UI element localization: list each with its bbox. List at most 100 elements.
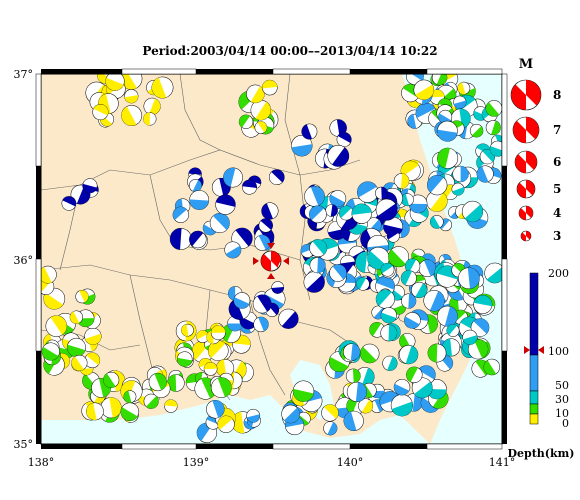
earthquake-marker	[189, 190, 210, 210]
earthquake-marker	[446, 324, 460, 337]
depth-band-100-200	[529, 272, 539, 356]
magnitude-legend-ball	[520, 230, 532, 242]
magnitude-legend-ball	[512, 116, 540, 144]
earthquake-marker	[338, 205, 354, 221]
earthquake-marker	[203, 362, 218, 376]
magnitude-legend-ball	[510, 79, 542, 111]
depth-marker-icon	[524, 346, 544, 354]
earthquake-marker	[82, 178, 98, 194]
earthquake-marker	[356, 277, 370, 291]
earthquake-marker	[336, 132, 352, 147]
earthquake-marker	[408, 194, 428, 214]
earthquake-marker	[262, 79, 278, 96]
earthquake-marker	[281, 404, 300, 424]
earthquake-marker	[329, 190, 347, 207]
earthquake-marker	[325, 204, 338, 217]
earthquake-marker	[430, 215, 444, 229]
earthquake-marker	[271, 281, 285, 294]
earthquake-marker	[423, 290, 445, 312]
earthquake-marker	[418, 259, 437, 278]
earthquake-marker	[69, 310, 84, 324]
earthquake-marker	[189, 230, 207, 249]
earthquake-marker	[233, 292, 251, 309]
lat-tick-labels: 37° 36° 35°	[14, 68, 34, 451]
earthquake-marker	[269, 169, 285, 185]
earthquake-marker	[473, 295, 493, 314]
depth-tick-label: 100	[548, 345, 569, 358]
earthquake-marker	[476, 165, 494, 183]
earthquake-marker	[252, 294, 272, 314]
earthquake-marker	[404, 312, 421, 329]
map-frame	[35, 68, 508, 450]
lon-tick-label: 141°	[489, 456, 516, 469]
depth-tick-label: 200	[548, 267, 569, 280]
earthquake-marker	[224, 241, 242, 259]
earthquake-marker	[393, 378, 411, 396]
earthquake-marker	[292, 380, 315, 402]
earthquake-marker	[143, 393, 159, 409]
earthquake-marker	[329, 264, 347, 282]
earthquake-marker	[208, 340, 229, 362]
earthquake-marker	[309, 205, 327, 224]
earthquake-marker	[470, 318, 490, 337]
earthquake-marker	[343, 343, 361, 361]
depth-tick-label: 0	[562, 417, 569, 430]
earthquake-marker	[411, 377, 433, 399]
earthquake-marker	[390, 394, 413, 417]
earthquake-marker	[393, 173, 410, 189]
lon-tick-label: 140°	[337, 456, 364, 469]
depth-legend-label: Depth(km)	[508, 447, 575, 460]
lon-tick-label: 139°	[183, 456, 210, 469]
earthquake-marker	[303, 271, 325, 293]
main-event-marker	[253, 243, 289, 279]
earthquake-marker	[84, 352, 101, 369]
depth-tick-label: 10	[555, 407, 569, 420]
magnitude-legend-label: 6	[553, 155, 561, 169]
earthquake-marker	[216, 359, 235, 378]
earthquake-marker	[401, 293, 417, 309]
earthquake-marker	[84, 327, 102, 345]
earthquake-marker	[453, 95, 467, 109]
map-title: Period:2003/04/14 00:00––2013/04/14 10:2…	[142, 44, 438, 58]
earthquake-marker	[238, 114, 254, 129]
earthquake-marker	[124, 89, 139, 104]
earthquake-marker	[427, 174, 448, 196]
earthquake-marker	[254, 121, 268, 134]
earthquake-marker	[357, 181, 379, 203]
earthquake-marker	[86, 402, 104, 421]
lat-tick-label: 37°	[14, 68, 34, 81]
earthquake-marker	[143, 112, 157, 126]
earthquake-markers	[41, 74, 502, 443]
earthquake-marker	[75, 289, 89, 304]
earthquake-marker	[437, 120, 458, 142]
earthquake-marker	[45, 315, 68, 337]
magnitude-legend-label: 7	[553, 123, 561, 137]
earthquake-marker	[407, 113, 423, 129]
lon-tick-label: 138°	[28, 456, 55, 469]
earthquake-marker	[215, 194, 236, 215]
earthquake-marker	[261, 202, 279, 220]
earthquake-marker	[343, 410, 364, 431]
earthquake-marker	[457, 81, 471, 95]
earthquake-marker	[375, 289, 395, 309]
earthquake-marker	[258, 218, 273, 233]
earthquake-marker	[172, 206, 189, 223]
depth-tick-label: 30	[555, 393, 569, 406]
earthquake-marker	[92, 104, 109, 121]
earthquake-marker	[462, 329, 478, 345]
depth-tick-label: 50	[555, 379, 569, 392]
magnitude-legend-label: 4	[553, 206, 561, 220]
earthquake-marker	[406, 366, 423, 383]
earthquake-marker	[386, 229, 400, 243]
earthquake-marker	[367, 247, 390, 270]
earthquake-marker	[483, 358, 501, 376]
depth-band-10-30	[529, 403, 539, 415]
earthquake-marker	[105, 74, 125, 91]
earthquake-marker	[71, 354, 88, 371]
depth-legend: 200 100 50 30 10 0 Depth(km)	[508, 267, 575, 460]
earthquake-marker	[346, 381, 367, 402]
earthquake-marker	[467, 339, 489, 360]
lon-tick-labels: 138° 139° 140° 141°	[28, 456, 516, 469]
earthquake-marker	[148, 372, 167, 392]
earthquake-marker	[169, 228, 192, 250]
